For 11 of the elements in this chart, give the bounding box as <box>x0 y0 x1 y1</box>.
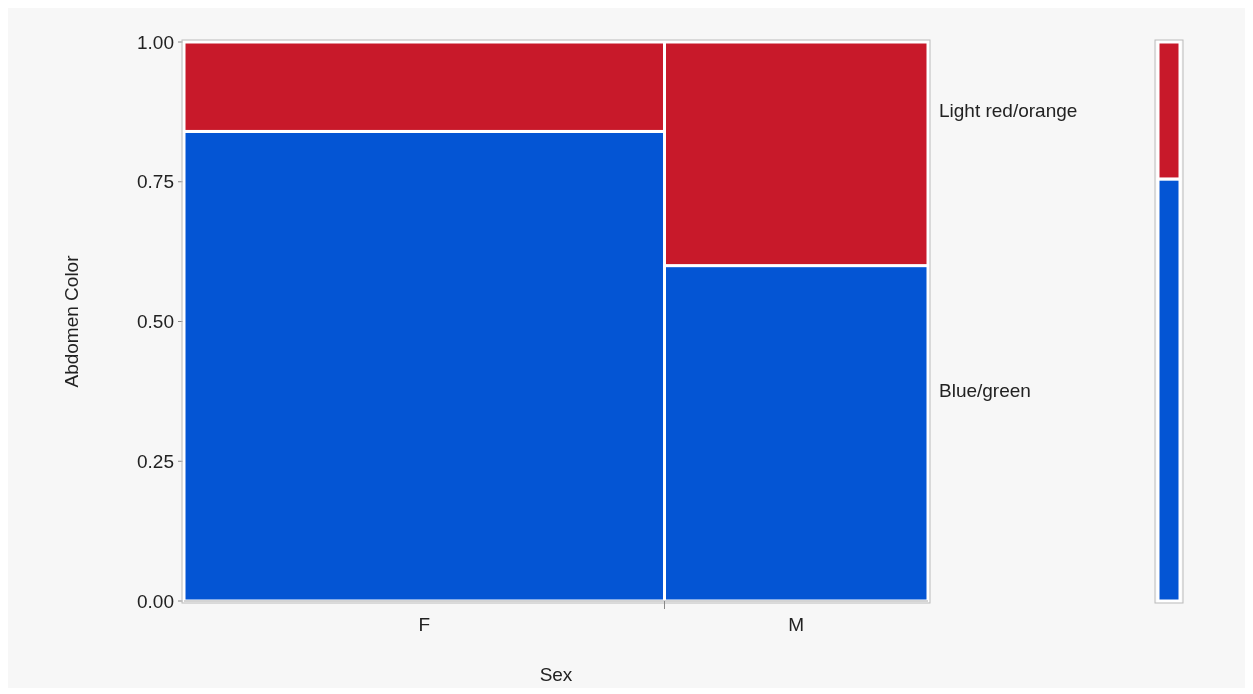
y-tick-label: 0.00 <box>137 590 174 612</box>
y-tick-label: 0.50 <box>137 311 174 333</box>
x-tick-label: F <box>418 614 431 635</box>
y-tick-label: 1.00 <box>137 31 174 53</box>
x-axis-title: Sex <box>539 664 573 685</box>
series-label: Light red/orange <box>939 100 1078 122</box>
y-tick-label: 0.25 <box>137 450 174 472</box>
x-tick-label: M <box>788 614 805 635</box>
y-axis-title: Abdomen Color <box>61 254 82 388</box>
y-tick-label: 0.75 <box>137 171 174 193</box>
series-label: Blue/green <box>939 379 1031 401</box>
